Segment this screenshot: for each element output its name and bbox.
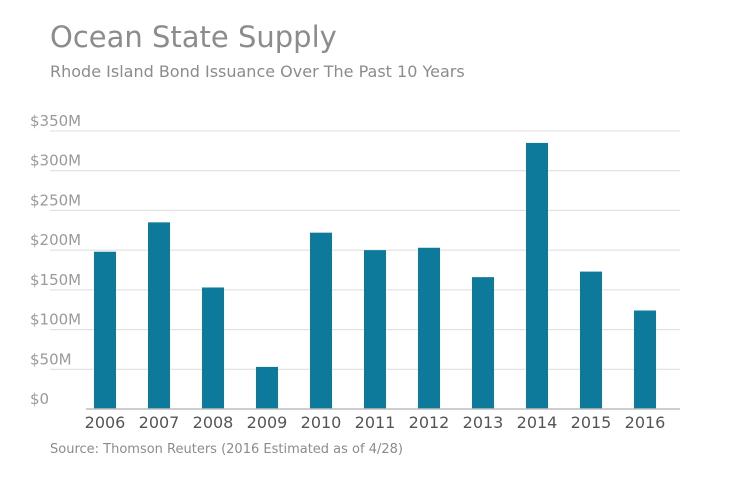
bar-2008 (202, 287, 224, 409)
y-tick-label: $250M (30, 191, 81, 209)
bars (94, 142, 656, 409)
y-tick-label: $150M (30, 271, 81, 289)
x-tick-label: 2013 (463, 413, 504, 432)
bar-2014 (526, 142, 548, 409)
x-axis-ticks: 2006 2007 2008 2009 2010 2011 2012 2013 2014 2015… (85, 413, 666, 432)
x-tick-label: 2010 (301, 413, 342, 432)
bar-2016 (634, 310, 656, 409)
y-tick-label: $200M (30, 231, 81, 249)
source-note: Source: Thomson Reuters (2016 Estimated … (50, 442, 403, 457)
bar-2015 (580, 271, 602, 409)
x-tick-label: 2008 (193, 413, 234, 432)
bar-2010 (310, 232, 332, 409)
y-tick-label: $50M (30, 350, 72, 368)
y-tick-label: $100M (30, 311, 81, 329)
bar-2011 (364, 250, 386, 409)
y-tick-label: $0 (30, 390, 49, 408)
bar-2009 (256, 366, 278, 409)
bar-2012 (418, 247, 440, 409)
chart-subtitle: Rhode Island Bond Issuance Over The Past… (50, 62, 465, 81)
bar-2006 (94, 251, 116, 409)
x-tick-label: 2011 (355, 413, 396, 432)
x-tick-label: 2007 (139, 413, 180, 432)
x-tick-label: 2006 (85, 413, 126, 432)
y-tick-label: $350M (30, 112, 81, 130)
chart-title: Ocean State Supply (50, 20, 337, 54)
bar-2007 (148, 222, 170, 409)
x-tick-label: 2016 (625, 413, 666, 432)
x-tick-label: 2015 (571, 413, 612, 432)
y-axis-ticks: $0 $50M $100M $150M $200M $250M $300M $350M (30, 112, 81, 408)
bar-2013 (472, 277, 494, 409)
x-tick-label: 2014 (517, 413, 558, 432)
x-tick-label: 2009 (247, 413, 288, 432)
y-tick-label: $300M (30, 152, 81, 170)
x-tick-label: 2012 (409, 413, 450, 432)
